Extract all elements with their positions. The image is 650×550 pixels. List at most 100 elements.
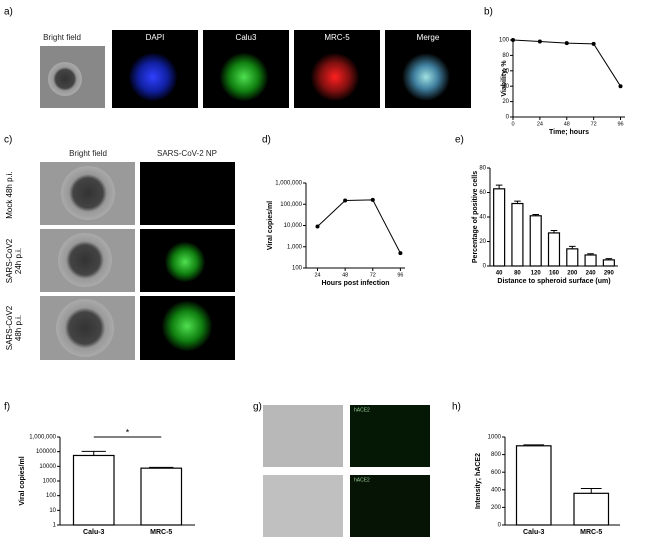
error-bar [81, 450, 106, 456]
x-axis-label: Hours post infection [321, 280, 389, 287]
bar [602, 259, 615, 267]
y-tick-label: 0 [498, 523, 502, 529]
y-axis-label: Intensity; hACE2 [475, 453, 482, 509]
y-tick-label: 100 [46, 493, 57, 499]
y-axis-label: Percentage of positive cells [472, 171, 479, 263]
bar [140, 467, 183, 526]
image-label: hACE2 [354, 407, 370, 413]
y-tick-label: 80 [479, 166, 486, 172]
label-bg [294, 30, 380, 46]
point [537, 39, 542, 44]
x-axis-label: Time; hours [549, 129, 589, 136]
y-tick-label: 100,000 [280, 202, 302, 208]
point [343, 198, 348, 203]
label-bg [203, 30, 289, 46]
point [398, 251, 403, 256]
x-tick-label: 160 [549, 271, 560, 277]
panel-label: a) [4, 7, 13, 18]
x-tick-label: 72 [591, 121, 597, 127]
bar [566, 248, 579, 267]
y-tick-label: 40 [479, 215, 486, 221]
y-tick-label: 0 [506, 115, 510, 121]
y-tick-label: 1,000,000 [275, 181, 302, 187]
column-label: MRC-5 [324, 33, 350, 42]
column-label: Merge [417, 33, 440, 42]
point [511, 38, 515, 42]
column-label: Bright field [69, 149, 107, 158]
line [317, 199, 401, 254]
error-bar [580, 487, 602, 494]
row-label: SARS-CoV2 48h p.i. [5, 305, 23, 351]
y-tick-label: 10 [49, 508, 56, 514]
label-bg [112, 30, 198, 46]
y-tick-label: 800 [491, 452, 502, 458]
y-tick-label: 600 [491, 470, 502, 476]
y-tick-label: 1,000 [287, 244, 303, 250]
x-tick-label: 120 [531, 271, 542, 277]
column-label: DAPI [146, 33, 165, 42]
x-tick-label: Calu-3 [523, 529, 545, 536]
y-tick-label: 100 [499, 38, 510, 44]
panel-label: h) [452, 402, 461, 413]
y-tick-label: 1000 [43, 479, 57, 485]
y-tick-label: 60 [502, 68, 509, 74]
x-tick-label: 24 [314, 272, 320, 278]
x-tick-label: MRC-5 [150, 529, 172, 536]
y-tick-label: 80 [502, 53, 509, 59]
panel-a-images [40, 46, 471, 108]
panel-label: f) [4, 402, 10, 413]
bar [72, 454, 115, 526]
image-label: hACE2 [354, 477, 370, 483]
point [618, 84, 623, 89]
y-tick-label: 1 [53, 523, 57, 529]
x-tick-label: 96 [397, 272, 403, 278]
y-axis-label: Viability, % [501, 60, 508, 97]
y-tick-label: 400 [491, 487, 502, 493]
row-label: Mock 48h p.i. [5, 171, 14, 219]
bar [584, 254, 597, 267]
panel-label: g) [253, 402, 262, 413]
panel-label: e) [455, 135, 464, 146]
panel-label: d) [262, 135, 271, 146]
column-label: Calu3 [236, 33, 257, 42]
column-label: SARS-CoV-2 NP [157, 149, 217, 158]
row-label-box: SARS-CoV2 48h p.i. [5, 305, 23, 351]
x-tick-label: 96 [617, 121, 623, 127]
y-tick-label: 1,000,000 [29, 435, 56, 441]
point [370, 197, 375, 202]
bar [511, 202, 524, 267]
row-label-box: SARS-CoV2 24h p.i. [5, 238, 23, 284]
point [564, 41, 569, 46]
y-tick-label: 10,000 [284, 223, 303, 229]
line [512, 39, 621, 87]
x-tick-label: Calu-3 [83, 529, 105, 536]
panel-c-images [40, 162, 235, 360]
x-tick-label: 40 [496, 271, 503, 277]
bar [515, 445, 552, 526]
y-tick-label: 40 [502, 84, 509, 90]
row-label-box: Mock 48h p.i. [5, 171, 14, 219]
annotation: * [126, 427, 130, 437]
panel-label: c) [4, 135, 12, 146]
y-tick-label: 20 [502, 99, 509, 105]
y-tick-label: 1000 [488, 435, 502, 441]
error-bar [495, 184, 503, 189]
x-tick-label: 240 [586, 271, 597, 277]
y-tick-label: 100000 [36, 449, 57, 455]
x-axis-label: Distance to spheroid surface (um) [497, 278, 610, 285]
x-tick-label: 48 [564, 121, 570, 127]
bar [529, 215, 542, 267]
panel-g-images [263, 405, 430, 537]
x-tick-label: 24 [537, 121, 543, 127]
x-tick-label: 48 [342, 272, 348, 278]
row-label: SARS-CoV2 24h p.i. [5, 238, 23, 284]
x-tick-label: 72 [370, 272, 376, 278]
y-tick-label: 200 [491, 505, 502, 511]
point [591, 41, 596, 46]
y-tick-label: 100 [292, 266, 303, 272]
point [315, 224, 320, 229]
y-tick-label: 10000 [39, 464, 56, 470]
bar [493, 188, 506, 267]
